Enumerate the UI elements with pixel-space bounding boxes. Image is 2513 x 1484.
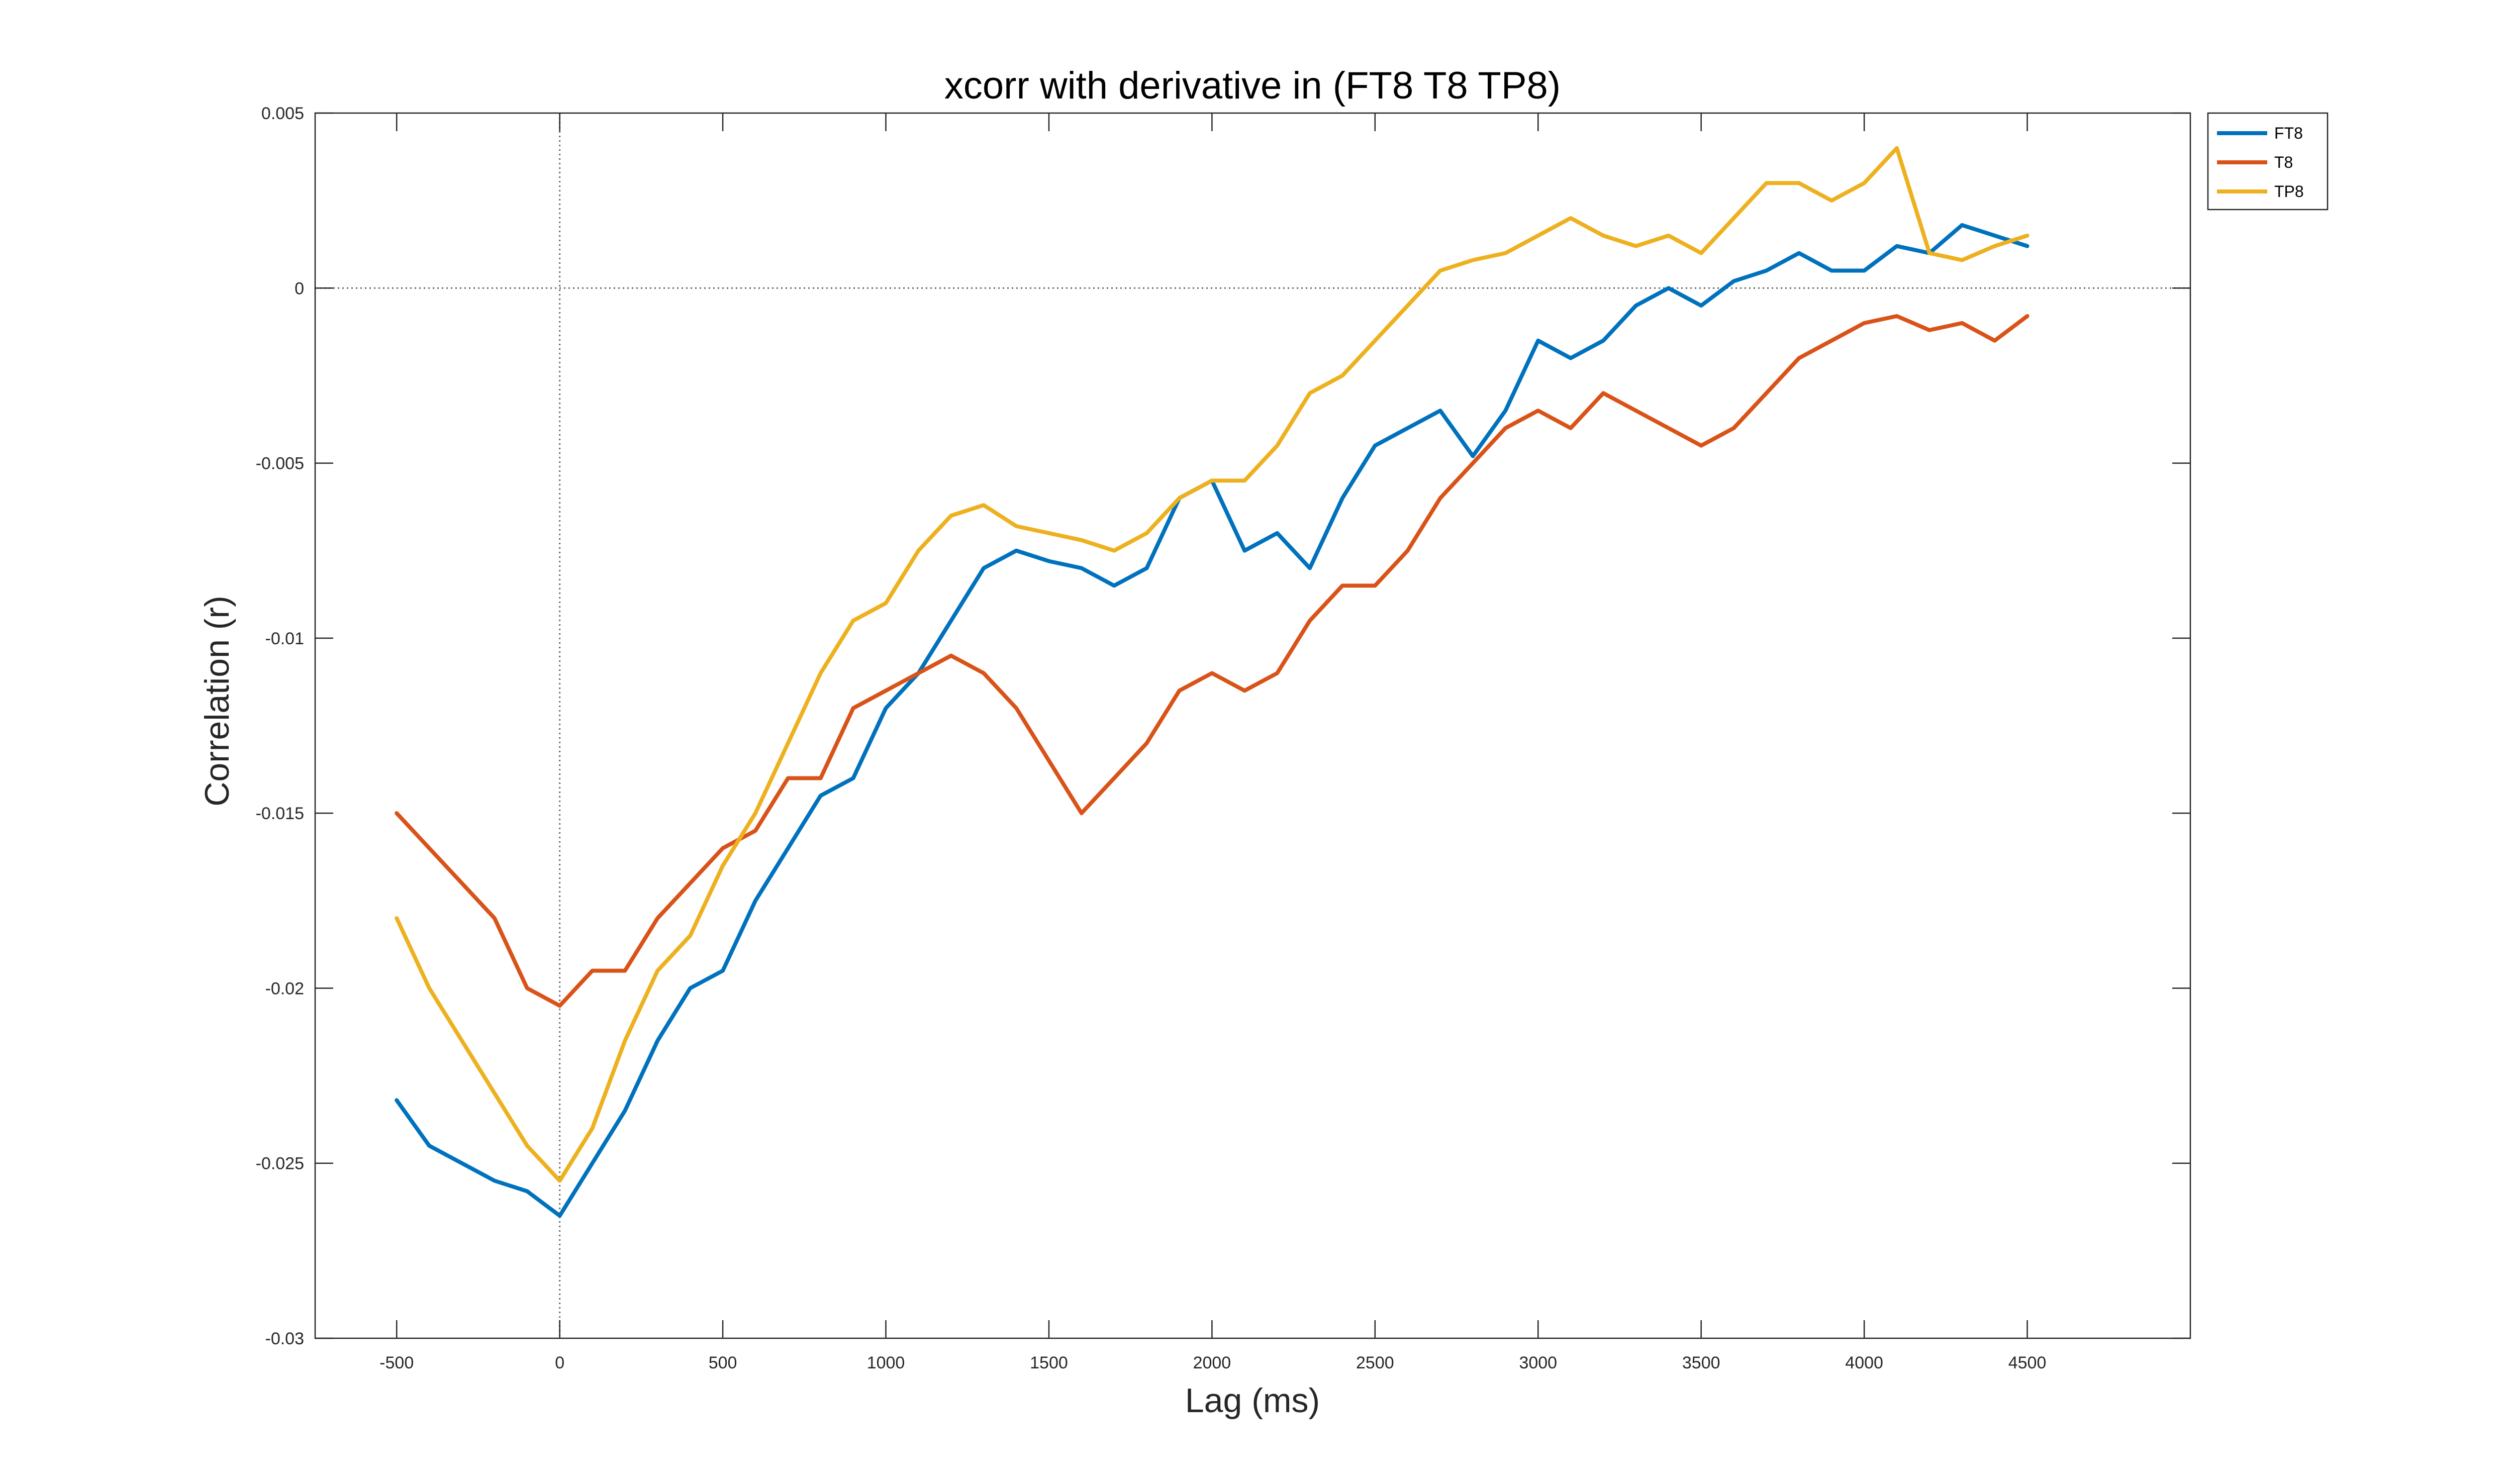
x-tick-label: 0	[555, 1353, 564, 1372]
axes-box	[314, 112, 2191, 1339]
series-line-tp8	[395, 146, 2029, 1183]
chart-title: xcorr with derivative in (FT8 T8 TP8)	[944, 64, 1561, 107]
y-axis-title: Correlation (r)	[198, 596, 236, 806]
series-line-t8	[395, 314, 2029, 1008]
y-tick-label: 0	[295, 279, 304, 298]
legend-label-t8: T8	[2274, 153, 2293, 171]
y-tick-label: 0.005	[261, 104, 304, 123]
y-tick-label: -0.01	[265, 629, 305, 648]
x-axis-title: Lag (ms)	[1185, 1381, 1320, 1420]
x-tick-label: 2000	[1193, 1353, 1231, 1372]
x-tick-label: 1500	[1030, 1353, 1068, 1372]
x-tick-label: 500	[709, 1353, 737, 1372]
x-tick-label: 3000	[1519, 1353, 1557, 1372]
legend: FT8 T8 TP8	[2207, 112, 2329, 211]
y-tick-label: -0.02	[265, 979, 305, 998]
legend-label-ft8: FT8	[2274, 124, 2303, 142]
plot-area: -500 0 500 1000 1500 2000 2500 3000 3500 4000 4500…	[256, 104, 2191, 1372]
x-tick-label: 1000	[867, 1353, 905, 1372]
legend-label-tp8: TP8	[2274, 182, 2304, 201]
y-tick-label: -0.03	[265, 1329, 305, 1348]
x-tick-label: 3500	[1682, 1353, 1720, 1372]
x-tick-label: 4000	[1845, 1353, 1883, 1372]
x-tick-label: 4500	[2008, 1353, 2047, 1372]
y-tick-label: -0.015	[256, 804, 304, 823]
y-tick-label: -0.005	[256, 454, 304, 473]
y-tick-label: -0.025	[256, 1154, 304, 1173]
x-tick-label: 2500	[1356, 1353, 1394, 1372]
x-tick-label: -500	[379, 1353, 414, 1372]
